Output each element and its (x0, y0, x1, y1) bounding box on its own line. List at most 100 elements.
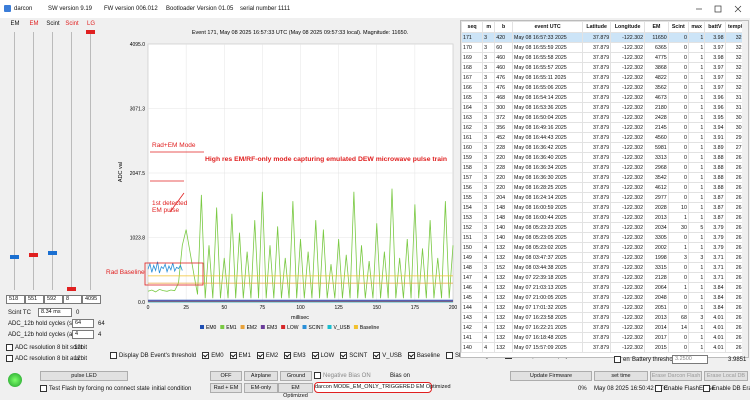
table-row[interactable]: 148 3 152 May 08 03:44:38 2025 37.879 -122.30… (461, 262, 748, 273)
button[interactable]: pulse LED (40, 371, 128, 381)
checkbox[interactable] (6, 344, 13, 351)
checkbox-row[interactable]: Test Flash by forcing no connect state (40, 385, 150, 392)
table-row[interactable]: 165 3 468 May 08 16:54:14 2025 37.879 -122.30… (461, 92, 748, 103)
table-row[interactable]: 160 3 228 May 08 16:36:42 2025 37.879 -122.30… (461, 142, 748, 153)
slider-value[interactable]: 551 (25, 295, 44, 304)
table-row[interactable]: 153 3 148 May 08 16:00:44 2025 37.879 -122.30… (461, 212, 748, 223)
checkbox-option[interactable]: EM3 (284, 352, 306, 359)
table-row[interactable]: 158 3 228 May 08 16:36:34 2025 37.879 -122.30… (461, 162, 748, 173)
button[interactable]: Ground (280, 371, 312, 381)
table-row[interactable]: 151 3 140 May 08 05:23:05 2025 37.879 -122.30… (461, 232, 748, 243)
checkbox[interactable] (110, 352, 117, 359)
checkbox[interactable] (407, 352, 415, 359)
button[interactable]: EM Optimized (278, 383, 313, 399)
checkbox-option[interactable]: SCINT (340, 352, 367, 359)
checkbox-label: EM0 (211, 353, 224, 360)
table-row[interactable]: 171 3 420 May 08 16:57:33 2025 37.879 -122.30… (461, 32, 748, 43)
table-row[interactable]: 159 3 220 May 08 16:36:40 2025 37.879 -122.30… (461, 152, 748, 163)
checkbox[interactable] (655, 385, 662, 392)
table-row[interactable]: 170 3 60 May 08 16:55:59 2025 37.879 -122.302… (461, 42, 748, 53)
table-row[interactable]: 143 4 132 May 07 16:23:58 2025 37.879 -122.30… (461, 312, 748, 323)
checkbox[interactable] (314, 372, 321, 379)
button[interactable]: Airplane (244, 371, 278, 381)
table-row[interactable]: 163 3 372 May 08 16:50:04 2025 37.879 -122.30… (461, 112, 748, 123)
slider-value[interactable]: 592 (44, 295, 63, 304)
select[interactable]: 64 (72, 319, 94, 328)
table-row[interactable]: 144 4 132 May 07 17:01:32 2025 37.879 -122.30… (461, 302, 748, 313)
table-cell: 0 (667, 192, 689, 203)
checkbox[interactable] (202, 352, 210, 359)
table-row[interactable]: 146 4 132 May 07 21:03:13 2025 37.879 -122.30… (461, 282, 748, 293)
select[interactable]: 8.34 ms (38, 308, 72, 317)
select[interactable]: 4 (72, 330, 94, 339)
table-cell: 132 (494, 282, 514, 293)
table-row[interactable]: 164 3 300 May 08 16:53:36 2025 37.879 -122.30… (461, 102, 748, 113)
checkbox-option[interactable]: V_USB (373, 352, 402, 359)
table-row[interactable]: 167 3 476 May 08 16:55:11 2025 37.879 -122.30… (461, 72, 748, 83)
table-row[interactable]: 141 4 132 May 07 16:18:48 2025 37.879 -122.30… (461, 332, 748, 343)
checkbox[interactable] (229, 352, 237, 359)
checkbox-row[interactable]: Enable DB Erase (703, 385, 750, 392)
table-row[interactable]: 157 3 220 May 08 16:36:30 2025 37.879 -122.30… (461, 172, 748, 183)
table-row[interactable]: 147 4 132 May 07 22:39:18 2025 37.879 -122.30… (461, 272, 748, 283)
slider-handle[interactable] (86, 30, 95, 34)
button[interactable]: Erase Darcon Flash (650, 371, 702, 381)
checkbox-row[interactable]: Enable FlashErase (655, 385, 715, 392)
button[interactable]: set time (594, 371, 648, 381)
table-row[interactable]: 152 3 140 May 08 05:23:23 2025 37.879 -122.30… (461, 222, 748, 233)
checkbox[interactable] (311, 352, 319, 359)
checkbox-option[interactable]: EM1 (229, 352, 251, 359)
scrollbar[interactable] (742, 21, 748, 357)
checkbox-row[interactable]: ADC resolution 8 bit aux (6, 355, 80, 362)
table-row[interactable]: 168 3 460 May 08 16:55:57 2025 37.879 -122.30… (461, 62, 748, 73)
checkbox-row[interactable]: Negative Bias ON (314, 372, 371, 379)
checkbox[interactable] (445, 352, 453, 359)
checkbox-option[interactable]: LOW (311, 352, 334, 359)
checkbox-option[interactable]: EM2 (256, 352, 278, 359)
checkbox[interactable] (703, 385, 710, 392)
checkbox[interactable] (373, 352, 381, 359)
checkbox-option[interactable]: EM0 (202, 352, 224, 360)
table-row[interactable]: 169 3 460 May 08 16:55:58 2025 37.879 -122.30… (461, 52, 748, 63)
time: May 08 2025 16:50:42 UTC (594, 386, 668, 392)
checkbox[interactable] (40, 385, 47, 392)
checkbox[interactable] (614, 356, 621, 363)
slider-value[interactable]: 8 (63, 295, 82, 304)
slider-value[interactable]: 518 (6, 295, 25, 304)
checkbox-row[interactable]: ADC resolution 8 bit scint (6, 344, 82, 351)
checkbox-option[interactable]: Display DB Event's threshold (110, 352, 196, 359)
table-cell: 2034 (644, 222, 669, 233)
table-row[interactable]: 161 3 452 May 08 16:44:43 2025 37.879 -122.30… (461, 132, 748, 143)
button[interactable]: OFF (210, 371, 242, 381)
table-row[interactable]: 142 4 132 May 07 16:22:21 2025 37.879 -122.30… (461, 322, 748, 333)
threshold[interactable]: 3.2500 (672, 355, 708, 364)
button[interactable]: Update Firmware (510, 371, 592, 381)
checkbox[interactable] (6, 355, 13, 362)
button[interactable]: EM-only (244, 383, 278, 393)
checkbox-row[interactable]: en (614, 356, 630, 363)
table-row[interactable]: 149 4 132 May 08 03:47:37 2025 37.879 -122.30… (461, 252, 748, 263)
table-row[interactable]: 140 4 132 May 07 15:57:09 2025 37.879 -122.30… (461, 342, 748, 353)
window-controls[interactable] (690, 0, 750, 18)
button[interactable]: Erase Local DB (704, 371, 748, 381)
slider-handle[interactable] (67, 287, 76, 292)
checkbox[interactable] (284, 352, 292, 359)
slider-handle[interactable] (29, 253, 38, 258)
checkbox-option[interactable]: Baseline (407, 352, 440, 359)
table-row[interactable]: 156 3 220 May 08 16:28:25 2025 37.879 -122.30… (461, 182, 748, 193)
slider-handle[interactable] (10, 255, 19, 260)
checkbox[interactable] (256, 352, 264, 359)
column-header: battV (704, 21, 726, 33)
table-row[interactable]: 166 3 476 May 08 16:55:06 2025 37.879 -122.30… (461, 82, 748, 93)
table-row[interactable]: 155 3 204 May 08 16:24:14 2025 37.879 -122.30… (461, 192, 748, 203)
table-row[interactable]: 162 3 356 May 08 16:49:16 2025 37.879 -122.30… (461, 122, 748, 133)
legend-label: EM0 (206, 325, 217, 331)
button[interactable]: Rad + EM (210, 383, 242, 393)
table-row[interactable]: 154 3 148 May 08 16:00:59 2025 37.879 -122.30… (461, 202, 748, 213)
table-row[interactable]: 150 4 132 May 08 05:23:02 2025 37.879 -122.30… (461, 242, 748, 253)
table-row[interactable]: 145 4 132 May 07 21:00:05 2025 37.879 -122.30… (461, 292, 748, 303)
slider-value[interactable]: 4095 (82, 295, 101, 304)
checkbox[interactable] (340, 352, 348, 359)
legend-swatch (302, 325, 307, 329)
slider-handle[interactable] (48, 250, 57, 255)
